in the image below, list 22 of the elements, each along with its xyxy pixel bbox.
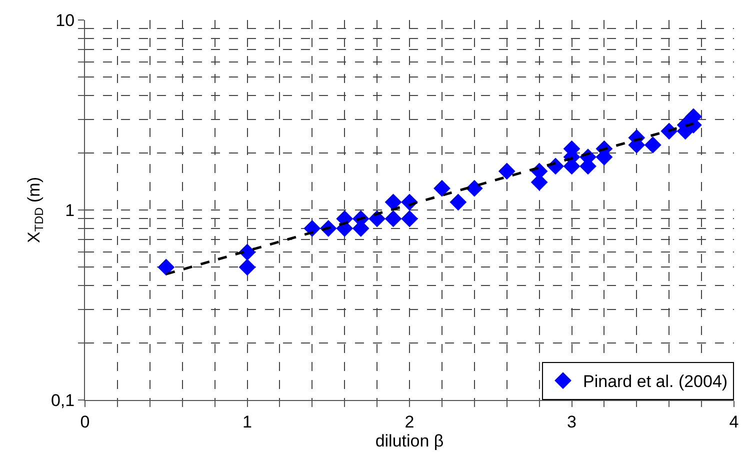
point: [304, 220, 321, 237]
point: [644, 136, 662, 154]
point: [434, 180, 450, 197]
point: [401, 210, 418, 228]
point: [238, 244, 256, 261]
point: [384, 194, 402, 211]
point: [498, 162, 516, 180]
x-axis-title: dilution β: [375, 431, 444, 450]
legend-label: Pinard et al. (2004): [583, 372, 728, 392]
y-tick-label: 0,1: [50, 390, 75, 410]
x-tick-label: 1: [242, 412, 252, 432]
x-tick-label: 0: [80, 412, 90, 432]
y-tick-label: 10: [56, 10, 75, 30]
y-tick-label: 1: [65, 200, 75, 220]
x-tick-label: 4: [729, 412, 739, 432]
point: [466, 180, 483, 197]
x-tick-label: 2: [404, 412, 414, 432]
point: [158, 258, 175, 276]
x-tick-label: 3: [567, 412, 576, 432]
point: [238, 258, 256, 276]
point: [450, 194, 467, 211]
point: [384, 210, 402, 228]
